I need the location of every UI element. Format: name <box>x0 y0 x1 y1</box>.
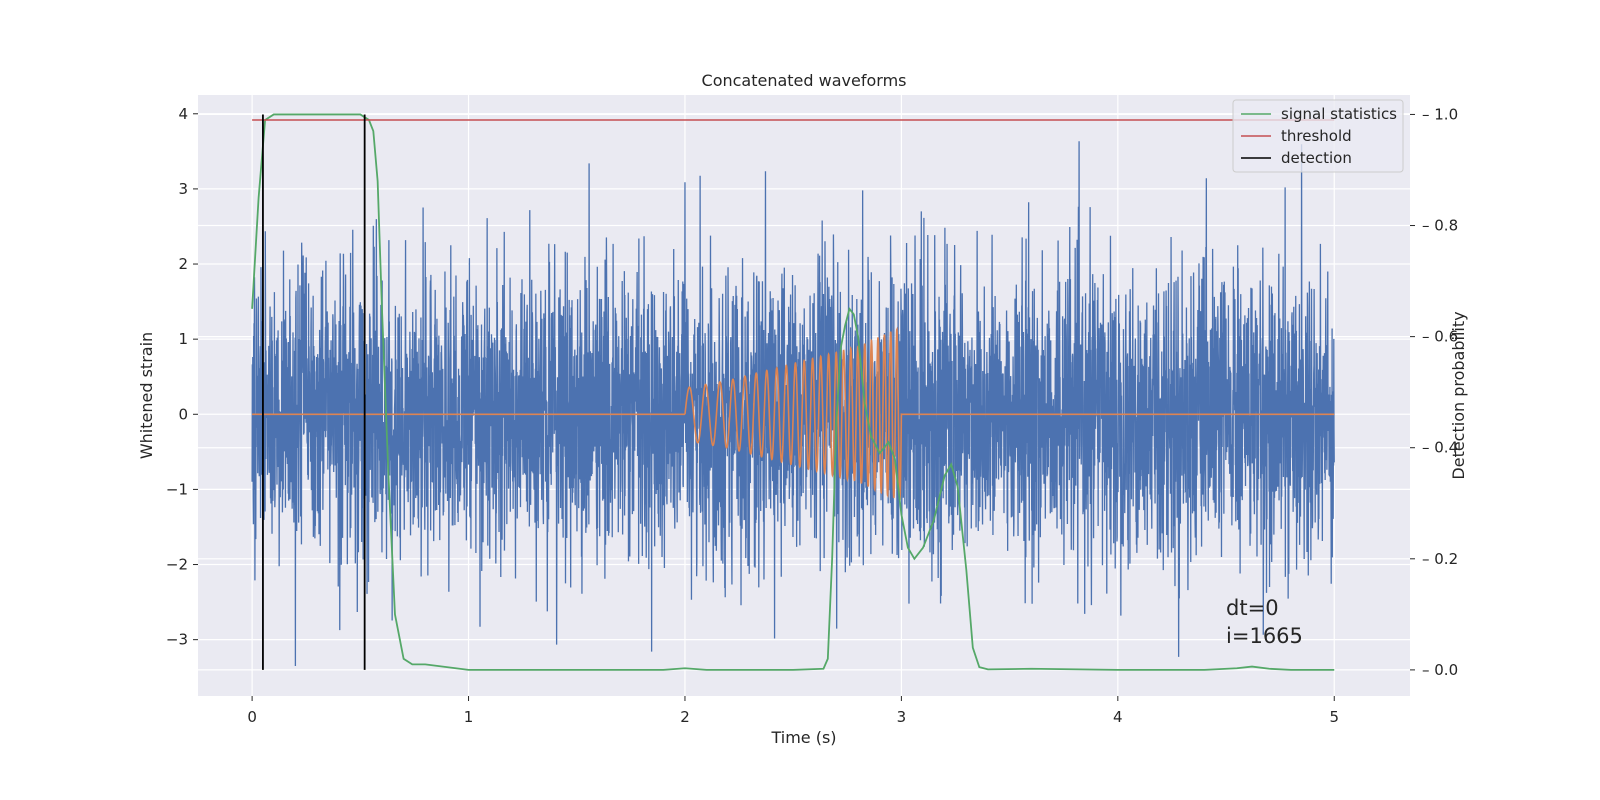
x-tick-label: 0 <box>247 708 257 726</box>
y-tick-label: 2 <box>178 255 188 273</box>
chart-title: Concatenated waveforms <box>702 71 907 90</box>
legend: signal statistics threshold detection <box>1232 99 1404 173</box>
y-right-tick-label: – 0.0 <box>1422 661 1458 679</box>
x-tick-label: 5 <box>1329 708 1339 726</box>
legend-box <box>1232 99 1404 173</box>
legend-label-detection: detection <box>1281 149 1352 167</box>
x-tick-label: 2 <box>680 708 690 726</box>
y-right-tick-label: – 0.2 <box>1422 550 1458 568</box>
legend-label-threshold: threshold <box>1281 127 1352 145</box>
legend-label-signal-statistics: signal statistics <box>1281 105 1397 123</box>
y-tick-label: −1 <box>166 480 188 498</box>
y-tick-label: 4 <box>178 105 188 123</box>
y-axis-right-label: Detection probability <box>1449 311 1468 479</box>
chirp-line <box>252 326 1335 501</box>
annotation-index: i=1665 <box>1226 624 1303 648</box>
y-tick-label: −3 <box>166 631 188 649</box>
y-right-tick-label: – 0.8 <box>1422 217 1458 235</box>
y-tick-label: 0 <box>178 405 188 423</box>
ticks: 0 1 2 3 4 5 −3 −2 −1 0 1 2 3 4 – 0.0 – 0.2 – 0.4 – 0.6 – 0… <box>166 105 1458 726</box>
y-tick-label: 3 <box>178 180 188 198</box>
x-tick-label: 1 <box>464 708 474 726</box>
y-right-tick-label: – 0.4 <box>1422 439 1458 457</box>
signal-statistics-line <box>251 113 1335 671</box>
y-tick-label: 1 <box>178 330 188 348</box>
y-right-tick-label: – 0.6 <box>1422 328 1458 346</box>
x-tick-label: 4 <box>1113 708 1123 726</box>
chirp-series <box>252 326 1335 501</box>
x-axis-label: Time (s) <box>770 728 836 747</box>
y-axis-label: Whitened strain <box>137 332 156 459</box>
y-tick-label: −2 <box>166 556 188 574</box>
probability-series <box>251 113 1335 671</box>
y-right-tick-label: – 1.0 <box>1422 105 1458 123</box>
x-tick-label: 3 <box>897 708 907 726</box>
annotation-dt: dt=0 <box>1226 596 1279 620</box>
